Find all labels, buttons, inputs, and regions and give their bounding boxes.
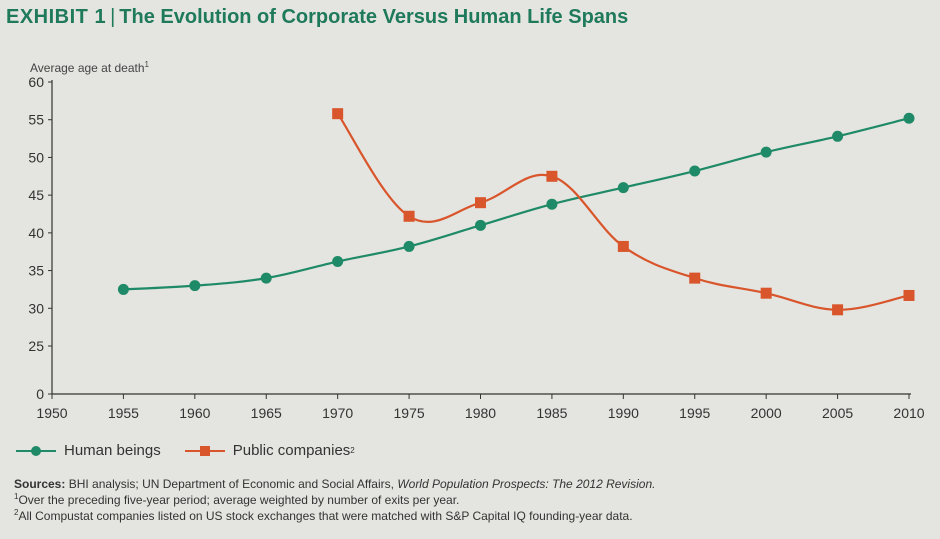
data-point-human-beings xyxy=(903,112,915,124)
data-point-public-companies xyxy=(689,272,701,284)
x-tick-label: 2000 xyxy=(751,405,782,421)
y-tick-label: 50 xyxy=(28,149,44,165)
data-point-public-companies xyxy=(403,210,415,222)
x-tick-label: 2005 xyxy=(822,405,853,421)
exhibit-label: EXHIBIT 1 xyxy=(6,6,107,28)
legend: Human beings Public companies 2 xyxy=(14,442,377,459)
x-tick-label: 1965 xyxy=(251,405,282,421)
data-point-public-companies xyxy=(760,287,772,299)
x-tick-label: 1980 xyxy=(465,405,496,421)
footnote-2: 2All Compustat companies listed on US st… xyxy=(14,508,633,524)
x-tick-label: 1985 xyxy=(536,405,567,421)
data-point-public-companies xyxy=(546,170,558,182)
y-tick-label: 45 xyxy=(28,187,44,203)
x-tick-label: 1960 xyxy=(179,405,210,421)
data-point-public-companies xyxy=(903,289,915,301)
data-point-human-beings xyxy=(617,182,629,194)
data-point-human-beings xyxy=(832,130,844,142)
x-tick-label: 1970 xyxy=(322,405,353,421)
series-line-human-beings xyxy=(123,117,910,291)
sources-text: BHI analysis; UN Department of Economic … xyxy=(68,477,394,491)
sources-label: Sources: xyxy=(14,477,66,491)
sources-italic: World Population Prospects: The 2012 Rev… xyxy=(397,477,656,491)
data-point-human-beings xyxy=(117,283,129,295)
data-point-human-beings xyxy=(760,146,772,158)
data-point-public-companies xyxy=(475,197,486,209)
chart-notes: Sources: BHI analysis; UN Department of … xyxy=(14,476,934,524)
footnote-1: 1Over the preceding five-year period; av… xyxy=(14,492,460,508)
x-tick-label: 1990 xyxy=(608,405,639,421)
line-chart: Average age at death1 0 25 30 35 40 45 50 55 60 19… xyxy=(28,60,924,421)
data-point-public-companies xyxy=(617,240,629,252)
y-tick-label: 0 xyxy=(36,386,44,402)
data-point-public-companies xyxy=(332,108,344,120)
x-tick-label: 1975 xyxy=(394,405,425,421)
y-tick-label: 40 xyxy=(28,225,44,241)
data-point-human-beings xyxy=(403,240,415,252)
legend-label-human-beings: Human beings xyxy=(64,442,161,459)
legend-marker-square-icon xyxy=(184,445,225,456)
data-point-human-beings xyxy=(189,280,201,292)
y-tick-label: 60 xyxy=(28,74,44,90)
title-separator: | xyxy=(110,6,116,28)
legend-label-public-companies: Public companies xyxy=(232,442,351,459)
x-tick-label: 2010 xyxy=(893,405,924,421)
legend-marker-circle-icon xyxy=(16,445,56,456)
sources-line: Sources: BHI analysis; UN Department of … xyxy=(14,476,934,492)
y-tick-label: 35 xyxy=(28,263,44,279)
title-text: The Evolution of Corporate Versus Human … xyxy=(119,6,629,28)
y-tick-label: 30 xyxy=(28,300,44,316)
legend-item-human-beings: Human beings xyxy=(14,442,161,459)
data-point-human-beings xyxy=(546,198,558,210)
series-line-public-companies xyxy=(336,113,910,311)
x-tick-label: 1995 xyxy=(679,405,710,421)
x-tick-label: 1955 xyxy=(108,405,139,421)
y-axis-title: Average age at death1 xyxy=(30,60,150,75)
data-point-human-beings xyxy=(260,272,272,284)
data-point-human-beings xyxy=(332,256,344,268)
data-point-human-beings xyxy=(475,219,486,231)
legend-item-public-companies: Public companies 2 xyxy=(183,442,355,459)
x-tick-label: 1950 xyxy=(36,405,67,421)
data-point-human-beings xyxy=(689,165,701,177)
data-point-public-companies xyxy=(832,304,844,316)
y-tick-label: 55 xyxy=(28,112,44,128)
y-tick-label: 25 xyxy=(28,338,44,354)
chart-title: EXHIBIT 1 | The Evolution of Corporate Ver… xyxy=(6,6,628,29)
